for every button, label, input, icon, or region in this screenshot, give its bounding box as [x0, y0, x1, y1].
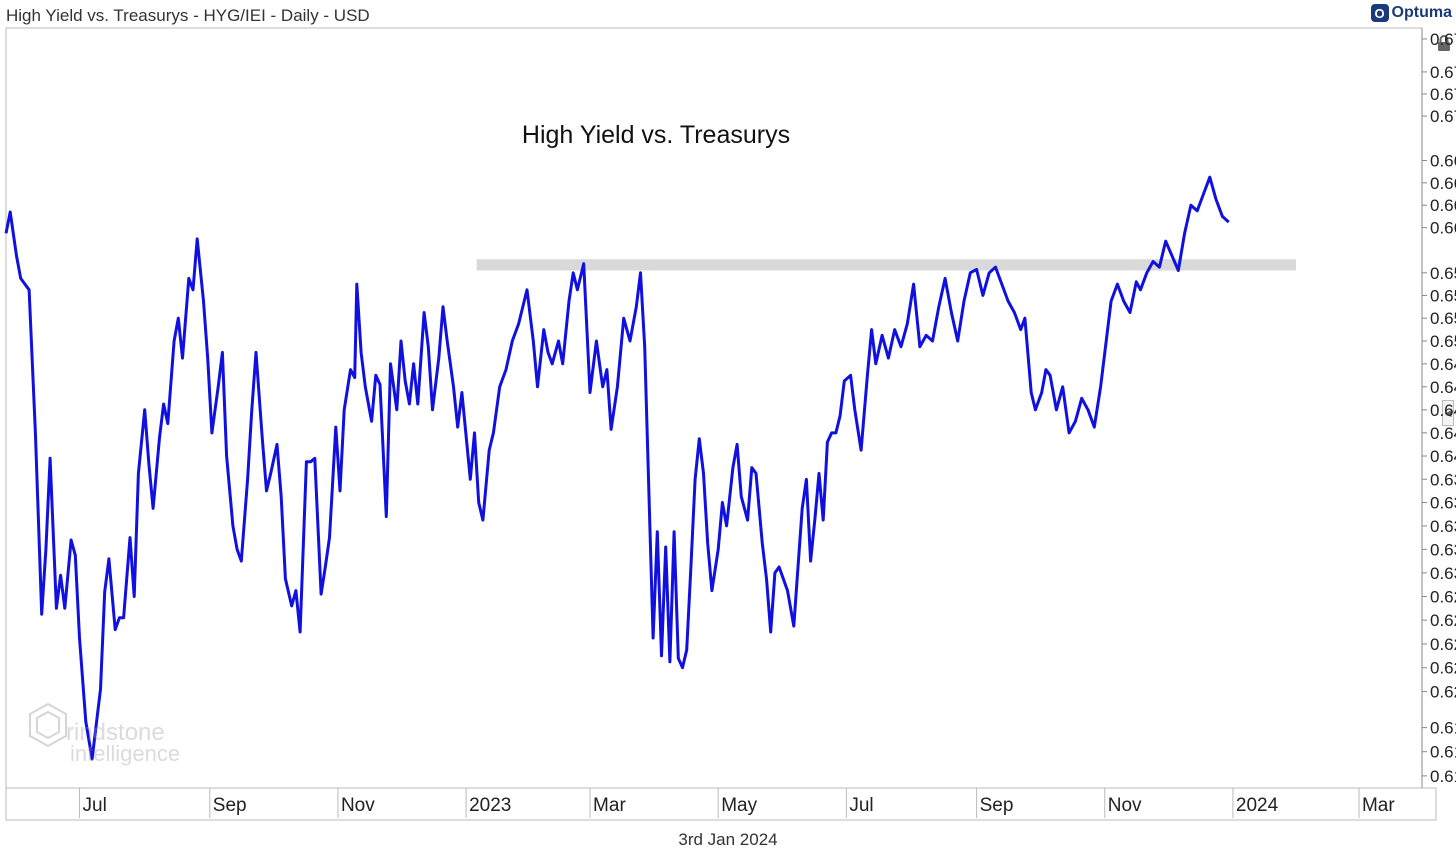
- y-tick-label: 0.642: [1430, 424, 1456, 443]
- x-tick-label: May: [721, 795, 757, 816]
- x-tick-label: 2023: [469, 795, 511, 816]
- y-tick-label: 0.660: [1430, 219, 1456, 238]
- y-tick-label: 0.652: [1430, 309, 1456, 328]
- series-line: [4, 175, 1230, 761]
- y-axis-ticks: 0.613 0.615 0.617 0.620 0.622 0.624 0.626 0.628…: [1422, 30, 1456, 786]
- x-tick-label: Sep: [980, 795, 1014, 816]
- y-tick-label: 0.646: [1430, 378, 1456, 397]
- y-tick-label: 0.638: [1430, 470, 1456, 489]
- y-tick-label: 0.662: [1430, 196, 1456, 215]
- chart-title: High Yield vs. Treasurys: [522, 121, 790, 149]
- y-tick-label: 0.613: [1430, 767, 1456, 786]
- price-chart[interactable]: 0.613 0.615 0.617 0.620 0.622 0.624 0.626 0.628…: [0, 0, 1456, 826]
- y-tick-label: 0.672: [1430, 85, 1456, 104]
- y-tick-label: 0.632: [1430, 540, 1456, 559]
- watermark-line2: intelligence: [70, 741, 180, 766]
- y-tick-label: 0.617: [1430, 719, 1456, 738]
- x-axis-ticks: Jul Sep Nov 2023 Mar May Jul Sep Nov 2024 Mar: [79, 788, 1395, 818]
- x-tick-label: Nov: [1108, 795, 1142, 816]
- y-tick-label: 0.674: [1430, 63, 1456, 82]
- x-axis-strip: [5, 787, 1437, 821]
- watermark-line1: rindstone: [66, 719, 165, 746]
- x-tick-label: Jul: [849, 795, 873, 816]
- y-tick-label: 0.636: [1430, 494, 1456, 513]
- y-tick-label: 0.630: [1430, 564, 1456, 583]
- y-tick-label: 0.650: [1430, 332, 1456, 351]
- x-tick-label: Nov: [341, 795, 375, 816]
- y-tick-label: 0.634: [1430, 517, 1456, 536]
- y-tick-label: 0.656: [1430, 264, 1456, 283]
- y-tick-label: 0.648: [1430, 355, 1456, 374]
- collapse-panel-arrow-icon[interactable]: ◀: [1442, 400, 1454, 426]
- y-tick-label: 0.644: [1430, 401, 1456, 420]
- y-tick-label: 0.615: [1430, 743, 1456, 762]
- watermark-hexagon-icon: [29, 702, 67, 748]
- y-tick-label: 0.624: [1430, 635, 1456, 654]
- x-tick-label: Mar: [1362, 795, 1395, 816]
- y-tick-label: 0.622: [1430, 659, 1456, 678]
- optuma-logo-icon: O: [1370, 4, 1389, 22]
- footer-date: 3rd Jan 2024: [678, 830, 778, 849]
- y-tick-label: 0.666: [1430, 152, 1456, 171]
- y-tick-label: 0.654: [1430, 286, 1456, 305]
- y-tick-label: 0.640: [1430, 447, 1456, 466]
- x-tick-label: Mar: [593, 795, 626, 816]
- brand-logo[interactable]: O Optuma: [1370, 4, 1452, 22]
- lock-icon[interactable]: [1436, 34, 1452, 52]
- watermark: rindstone intelligence: [29, 702, 180, 766]
- y-tick-label: 0.626: [1430, 611, 1456, 630]
- x-tick-label: Sep: [213, 795, 247, 816]
- y-tick-label: 0.677: [1430, 30, 1456, 49]
- y-tick-label: 0.670: [1430, 107, 1456, 126]
- x-tick-label: 2024: [1236, 795, 1279, 816]
- resistance-band: [476, 259, 1296, 271]
- brand-name: Optuma: [1391, 4, 1452, 21]
- y-tick-label: 0.628: [1430, 587, 1456, 606]
- y-tick-label: 0.620: [1430, 683, 1456, 702]
- y-tick-label: 0.664: [1430, 174, 1456, 193]
- chart-header-title: High Yield vs. Treasurys - HYG/IEI - Dai…: [6, 6, 370, 25]
- x-tick-label: Jul: [83, 795, 107, 816]
